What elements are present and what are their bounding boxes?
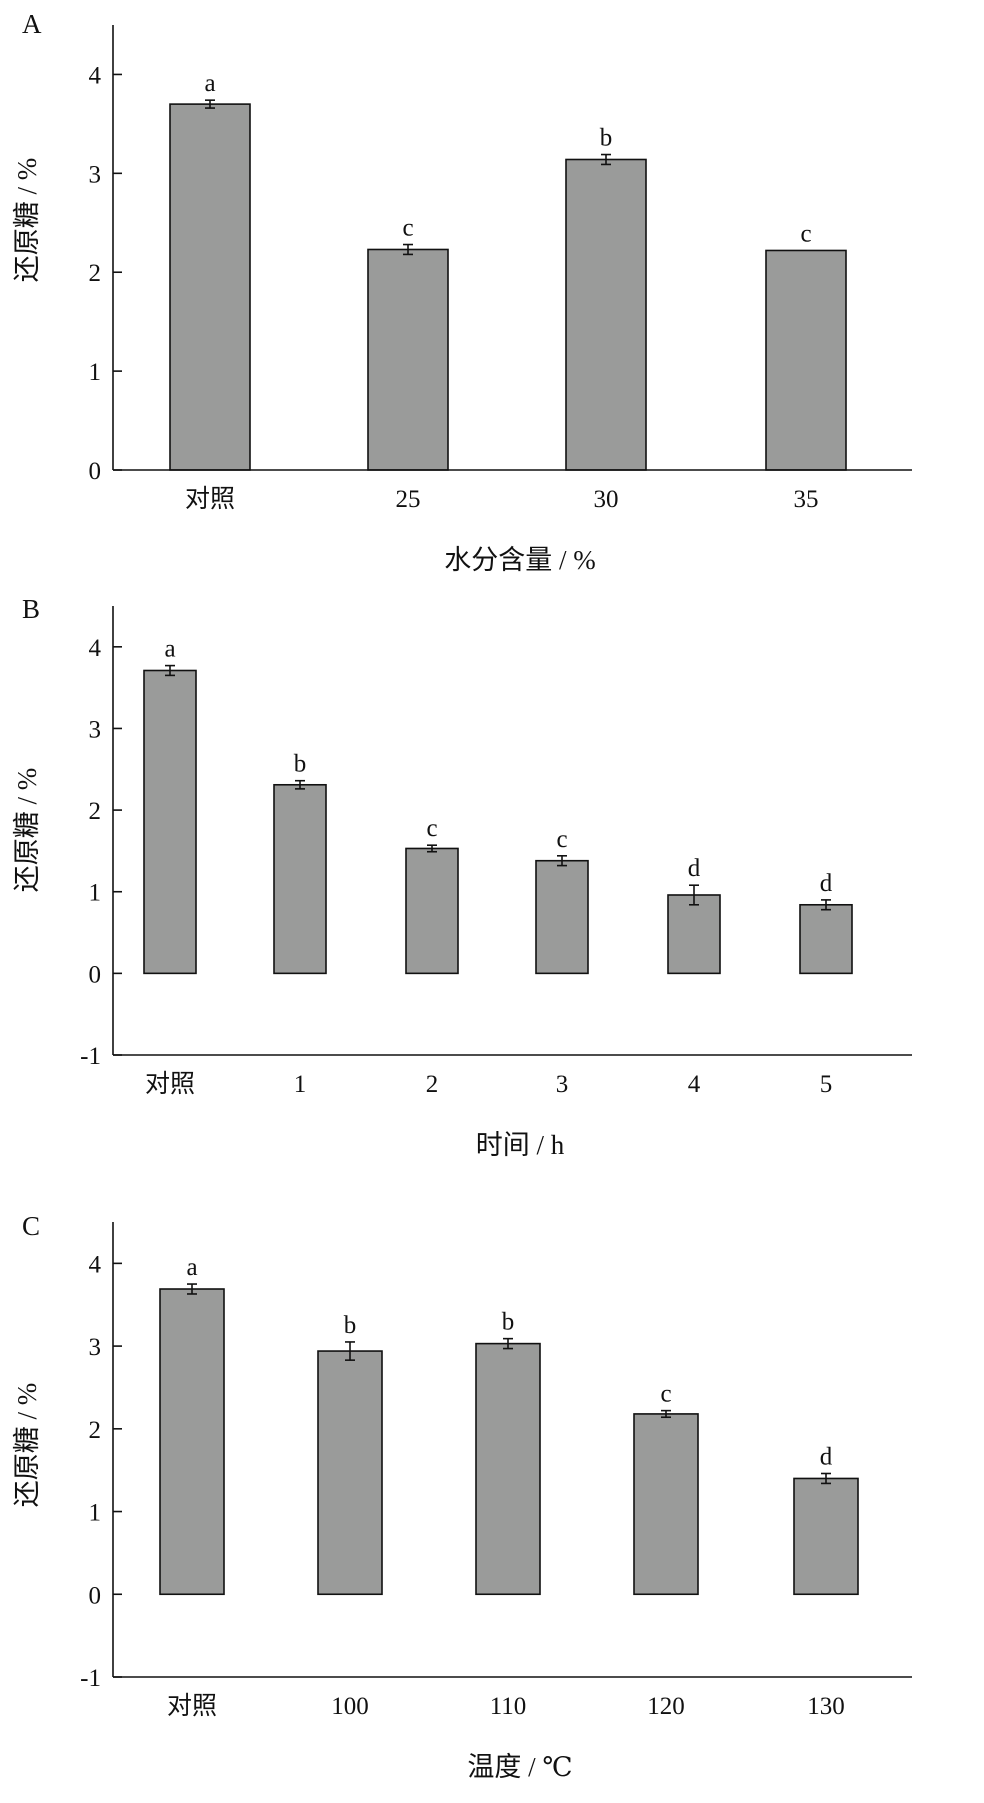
y-tick-label: 3 [89, 161, 102, 188]
axes: -1 0 1 2 3 4 对照 100 110 120 130 [80, 1222, 912, 1720]
significance-label: a [164, 636, 175, 663]
bar [565, 158, 647, 471]
significance-label: c [426, 815, 437, 842]
x-tick-label: 1 [294, 1071, 307, 1098]
bar [793, 1477, 859, 1596]
y-tick-label: 4 [89, 1251, 102, 1278]
y-tick-label: 0 [89, 1582, 102, 1609]
bar-series: a c b c [169, 70, 847, 471]
significance-label: b [344, 1312, 357, 1339]
bar [475, 1342, 541, 1596]
x-axis-label: 水分含量 / % [444, 545, 596, 575]
axes: 0 1 2 3 4 对照 25 30 35 [89, 25, 912, 513]
significance-label: d [820, 1443, 833, 1470]
chart-panel-c: C a b b c d -1 0 1 2 3 4 对照 100 110 120 130 还原糖 / % 温度… [12, 1211, 912, 1782]
x-tick-label: 对照 [145, 1070, 195, 1098]
y-tick-label: 2 [89, 798, 102, 825]
axes: -1 0 1 2 3 4 对照 1 2 3 4 5 [80, 606, 912, 1098]
bar [799, 903, 853, 975]
bar [159, 1288, 225, 1596]
bar [273, 783, 327, 975]
panel-letter: A [22, 9, 42, 39]
y-tick-label: 4 [89, 62, 102, 89]
y-tick-label: 3 [89, 1334, 102, 1361]
x-tick-label: 5 [820, 1071, 833, 1098]
x-tick-label: 100 [331, 1693, 369, 1720]
significance-label: b [600, 125, 613, 152]
x-tick-label: 对照 [167, 1692, 217, 1720]
x-tick-label: 110 [490, 1693, 527, 1720]
significance-label: b [294, 751, 307, 778]
significance-label: a [186, 1254, 197, 1281]
y-tick-label: 4 [89, 635, 102, 662]
significance-label: c [800, 220, 811, 247]
panel-letter: B [22, 594, 40, 624]
y-tick-label: 0 [89, 961, 102, 988]
significance-label: b [502, 1309, 515, 1336]
x-tick-label: 25 [396, 486, 421, 513]
bar [405, 847, 459, 975]
bar [169, 103, 251, 471]
y-axis-label: 还原糖 / % [12, 158, 42, 283]
x-axis-label: 时间 / h [476, 1130, 565, 1160]
bar [667, 894, 721, 975]
bar [535, 859, 589, 975]
chart-panel-b: B a b c c d d -1 0 1 2 3 4 对照 1 2 3 4 5 还原糖 / % 时间 / h [12, 594, 912, 1160]
x-tick-label: 30 [594, 486, 619, 513]
y-tick-label: 2 [89, 1417, 102, 1444]
x-tick-label: 2 [426, 1071, 439, 1098]
y-axis-label: 还原糖 / % [12, 1383, 42, 1508]
significance-label: c [660, 1381, 671, 1408]
significance-label: d [688, 855, 701, 882]
x-tick-label: 120 [647, 1693, 685, 1720]
x-tick-label: 对照 [185, 485, 235, 513]
y-tick-label: 1 [89, 1500, 102, 1527]
bar [143, 669, 197, 975]
y-tick-label: -1 [80, 1043, 101, 1070]
chart-panel-a: A a c b c 0 1 2 3 4 对照 25 30 35 还原糖 / % 水分含量 / % [12, 9, 912, 575]
bar [317, 1350, 383, 1596]
y-tick-label: 1 [89, 359, 102, 386]
significance-label: a [204, 70, 215, 97]
significance-label: d [820, 870, 833, 897]
significance-label: c [556, 826, 567, 853]
y-tick-label: -1 [80, 1665, 101, 1692]
bar-series: a b b c d [159, 1254, 859, 1596]
bar [765, 249, 847, 471]
x-axis-label: 温度 / ℃ [467, 1752, 572, 1782]
x-tick-label: 4 [688, 1071, 701, 1098]
x-tick-label: 3 [556, 1071, 569, 1098]
x-tick-label: 35 [794, 486, 819, 513]
x-tick-label: 130 [807, 1693, 845, 1720]
significance-label: c [402, 215, 413, 242]
panel-letter: C [22, 1211, 40, 1241]
y-tick-label: 3 [89, 716, 102, 743]
y-axis-label: 还原糖 / % [12, 768, 42, 893]
bar [633, 1413, 699, 1596]
y-tick-label: 1 [89, 880, 102, 907]
bar [367, 248, 449, 471]
y-tick-label: 2 [89, 260, 102, 287]
y-tick-label: 0 [89, 458, 102, 485]
bar-series: a b c c d d [143, 636, 853, 975]
